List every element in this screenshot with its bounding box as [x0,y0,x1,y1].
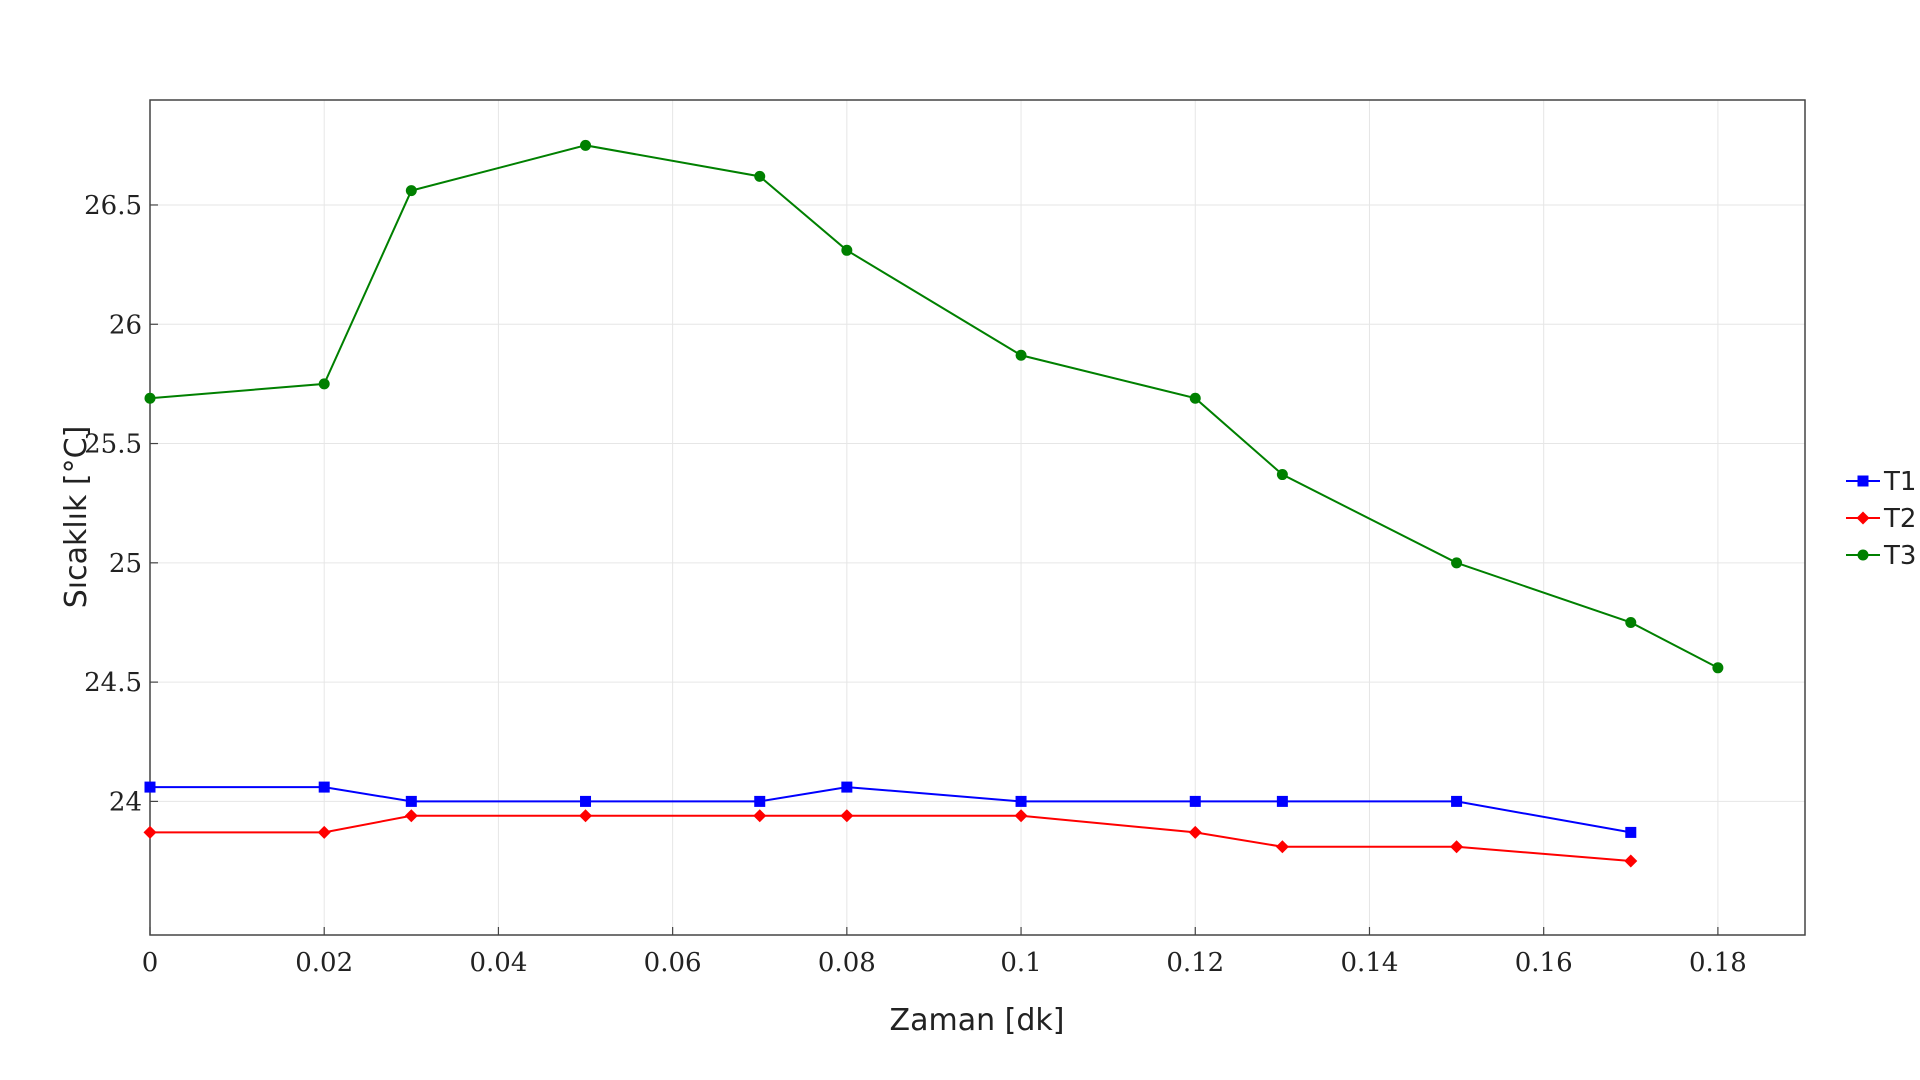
data-point-t3 [405,185,417,197]
data-point-t3 [1276,469,1288,481]
x-tick-label: 0.1 [1000,948,1041,978]
x-tick-label: 0.12 [1166,948,1224,978]
data-point-t1 [144,781,156,793]
data-point-t3 [1189,392,1201,404]
legend: T1 T2 T3 [1846,467,1916,571]
series-line-t2 [150,814,1631,863]
data-point-t2 [1450,840,1464,854]
plot-frame [149,99,1806,936]
x-tick-label: 0.08 [818,948,876,978]
data-point-t3 [1451,557,1463,569]
x-tick-label: 0.06 [644,948,702,978]
data-point-t1 [1451,795,1463,807]
grid [149,100,1805,935]
y-tick-label: 25 [109,549,142,579]
legend-label-t2: T2 [1883,504,1916,534]
data-point-t3 [318,378,330,390]
data-point-t2 [404,809,418,823]
legend-label-t1: T1 [1883,467,1916,497]
series-t1 [144,781,1637,838]
data-point-t1 [1625,826,1637,838]
x-tick-label: 0.18 [1689,948,1747,978]
x-tick-label: 0 [142,948,159,978]
y-tick-label: 26 [109,310,142,340]
legend-label-t3: T3 [1883,541,1916,571]
y-tick-label: 24.5 [84,668,142,698]
legend-marker-t3 [1857,549,1869,561]
data-point-t2 [1014,809,1028,823]
x-tick-labels: 0 0.02 0.04 0.06 0.08 0.1 0.12 0.14 0.16 0.18 [142,948,1747,978]
legend-marker-t2 [1856,511,1870,525]
data-point-t1 [1015,795,1027,807]
x-tick-label: 0.16 [1515,948,1573,978]
data-point-t1 [1189,795,1201,807]
data-point-t2 [1624,854,1638,868]
data-point-t3 [580,139,592,151]
data-point-t2 [317,825,331,839]
data-point-t1 [754,795,766,807]
data-point-t2 [753,809,767,823]
data-point-t3 [1015,349,1027,361]
data-point-t2 [840,809,854,823]
data-point-t3 [1625,616,1637,628]
y-tick-label: 25.5 [84,430,142,460]
legend-item-t1: T1 [1846,467,1916,497]
data-point-t1 [841,781,853,793]
series-line-t3 [149,144,1719,669]
data-point-t1 [318,781,330,793]
y-tick-labels: 24 24.5 25 25.5 26 26.5 [84,191,142,817]
data-point-t2 [579,809,593,823]
x-tick-label: 0.04 [469,948,527,978]
legend-item-t3: T3 [1846,541,1916,571]
y-tick-label: 26.5 [84,191,142,221]
legend-item-t2: T2 [1846,504,1916,534]
data-point-t1 [580,795,592,807]
x-axis-title: Zaman [dk] [890,1003,1065,1038]
data-point-t3 [841,244,853,256]
series-layer [143,139,1724,868]
x-tick-label: 0.02 [295,948,353,978]
data-point-t3 [754,170,766,182]
series-line-t1 [150,786,1631,834]
data-point-t2 [1188,825,1202,839]
legend-marker-t1 [1857,475,1869,487]
series-t3 [144,139,1724,674]
y-axis-title: Sıcaklık [°C] [59,426,94,609]
series-t2 [143,809,1638,868]
x-tick-label: 0.14 [1341,948,1399,978]
data-point-t2 [1275,840,1289,854]
data-point-t2 [143,825,157,839]
data-point-t1 [1276,795,1288,807]
data-point-t3 [1712,662,1724,674]
y-tick-label: 24 [109,787,142,817]
data-point-t1 [405,795,417,807]
data-point-t3 [144,392,156,404]
